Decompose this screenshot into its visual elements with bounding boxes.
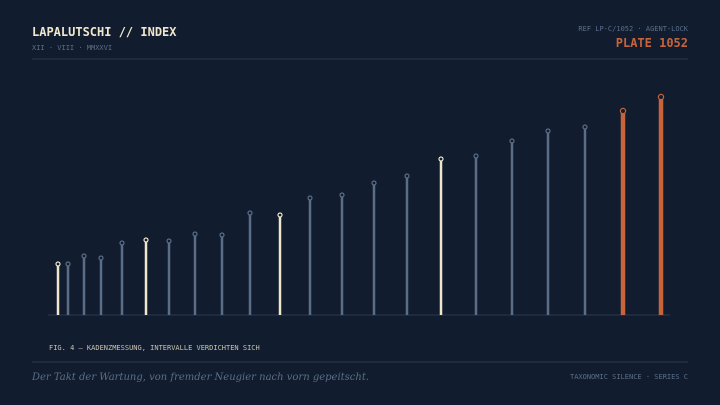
- plate: PLATE 1052: [616, 36, 688, 50]
- stem-cap: [247, 210, 253, 216]
- stem-cap: [219, 232, 225, 238]
- stem-cap: [404, 173, 410, 179]
- ref: REF LP-C/1052 · AGENT-LOCK: [578, 25, 688, 33]
- stem-cap: [277, 212, 283, 218]
- quote: Der Takt der Wartung, von fremder Neugie…: [31, 372, 369, 383]
- title: LAPALUTSCHI // INDEX: [32, 25, 177, 39]
- stem-cap: [545, 128, 551, 134]
- plot: [48, 93, 670, 316]
- stem-cap: [55, 261, 61, 267]
- stem-cap: [339, 192, 345, 198]
- stem-cap: [509, 138, 515, 144]
- stem-cap: [98, 255, 104, 261]
- series-label: TAXONOMIC SILENCE · SERIES C: [570, 373, 688, 381]
- stem-cap: [192, 231, 198, 237]
- caption: FIG. 4 — KADENZMESSUNG, INTERVALLE VERDI…: [49, 344, 260, 352]
- stem-cap: [65, 261, 71, 267]
- date: XII · VIII · MMXXVI: [32, 44, 112, 52]
- stem-cap: [657, 93, 665, 101]
- stem-cap: [371, 180, 377, 186]
- stem-cap: [473, 153, 479, 159]
- stem-cap: [582, 124, 588, 130]
- stem-cap: [166, 238, 172, 244]
- stem-cap: [619, 107, 627, 115]
- stem-cap: [119, 240, 125, 246]
- stem-cap: [81, 253, 87, 259]
- stem-cap: [438, 156, 444, 162]
- stem-cap: [143, 237, 149, 243]
- stem-cap: [307, 195, 313, 201]
